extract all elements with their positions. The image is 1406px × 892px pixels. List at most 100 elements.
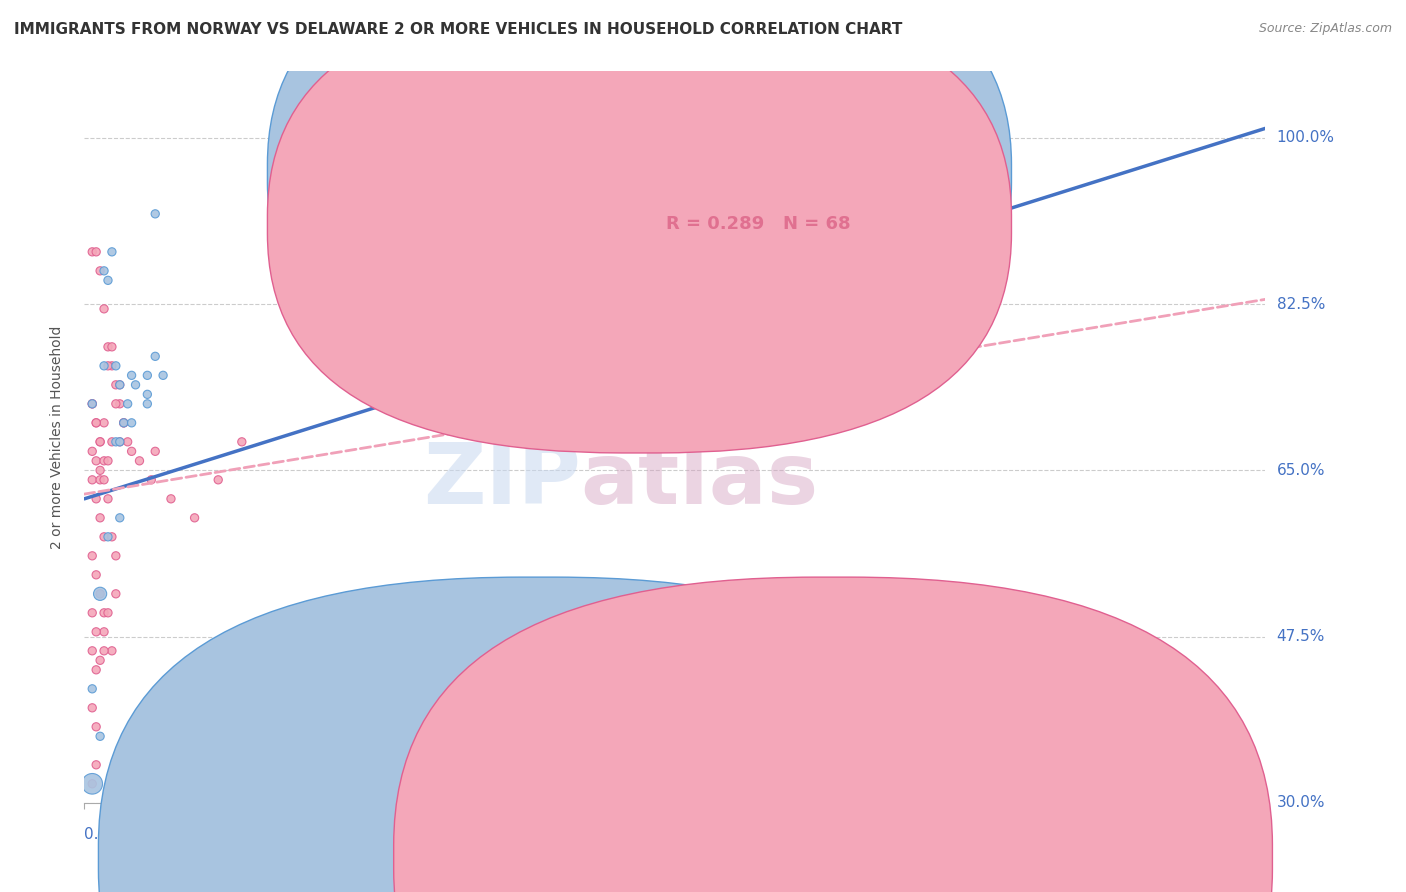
Point (108, 377, 131, 392)
Point (318, 283, 340, 297)
Point (141, 473, 163, 487)
Point (93, 454, 115, 468)
Point (89, 729, 111, 743)
FancyBboxPatch shape (267, 0, 1011, 401)
Point (160, 491, 183, 506)
Text: ZIP: ZIP (423, 440, 581, 523)
Point (101, 434, 124, 449)
Point (89, 473, 111, 487)
Point (93, 301, 115, 316)
Point (121, 368, 143, 383)
Point (388, 377, 411, 392)
Point (84, 491, 107, 506)
Point (89, 434, 111, 449)
Text: Source: ZipAtlas.com: Source: ZipAtlas.com (1258, 22, 1392, 36)
Point (121, 444, 143, 458)
Point (82, 681, 104, 696)
Point (84, 663, 107, 677)
Point (97, 359, 120, 373)
Point (112, 416, 135, 430)
Point (136, 368, 159, 383)
Point (97, 491, 120, 506)
Text: atlas: atlas (581, 440, 818, 523)
Point (117, 397, 139, 411)
Point (128, 454, 150, 468)
Point (93, 530, 115, 544)
Point (93, 473, 115, 487)
Text: 65.0%: 65.0% (1277, 463, 1324, 478)
Point (82, 777, 104, 791)
Point (498, 283, 520, 297)
Point (93, 606, 115, 620)
Point (104, 397, 127, 411)
Point (89, 587, 111, 601)
Point (117, 434, 139, 449)
Point (89, 587, 111, 601)
Point (84, 757, 107, 772)
Point (82, 606, 104, 620)
Point (104, 549, 127, 563)
Point (82, 549, 104, 563)
Point (920, 121, 942, 136)
Text: 0.0%: 0.0% (84, 827, 124, 841)
Point (121, 416, 143, 430)
Point (101, 359, 124, 373)
Point (108, 434, 131, 449)
Point (93, 624, 115, 639)
Point (108, 397, 131, 411)
Text: 100.0%: 100.0% (1277, 130, 1334, 145)
Point (108, 434, 131, 449)
Point (104, 359, 127, 373)
Point (101, 644, 124, 658)
Text: Immigrants from Norway: Immigrants from Norway (560, 850, 733, 864)
Point (97, 273, 120, 287)
Point (93, 416, 115, 430)
Point (82, 473, 104, 487)
Point (89, 463, 111, 477)
Point (136, 387, 159, 401)
Point (82, 397, 104, 411)
Point (93, 264, 115, 278)
Point (97, 340, 120, 354)
Point (143, 207, 166, 221)
Text: 47.5%: 47.5% (1277, 629, 1324, 644)
Point (93, 644, 115, 658)
Point (143, 349, 166, 363)
Text: IMMIGRANTS FROM NORWAY VS DELAWARE 2 OR MORE VEHICLES IN HOUSEHOLD CORRELATION C: IMMIGRANTS FROM NORWAY VS DELAWARE 2 OR … (14, 22, 903, 37)
Point (89, 653, 111, 667)
Point (183, 511, 205, 525)
Point (82, 244, 104, 259)
Point (152, 368, 174, 383)
Point (82, 701, 104, 715)
Point (84, 454, 107, 468)
Point (124, 377, 146, 392)
Point (143, 444, 166, 458)
Text: R = 0.528   N = 28: R = 0.528 N = 28 (666, 164, 851, 182)
Point (93, 359, 115, 373)
Point (207, 473, 229, 487)
FancyBboxPatch shape (267, 0, 1011, 453)
Point (278, 283, 301, 297)
Point (82, 777, 104, 791)
Point (84, 624, 107, 639)
Point (104, 587, 127, 601)
Point (101, 530, 124, 544)
Point (101, 340, 124, 354)
FancyBboxPatch shape (592, 137, 970, 254)
Point (84, 244, 107, 259)
Point (89, 511, 111, 525)
Point (112, 416, 135, 430)
Point (136, 397, 159, 411)
Point (112, 416, 135, 430)
Point (108, 511, 131, 525)
Point (104, 377, 127, 392)
Text: 82.5%: 82.5% (1277, 297, 1324, 311)
Point (84, 416, 107, 430)
Point (84, 416, 107, 430)
Point (97, 454, 120, 468)
Point (231, 434, 253, 449)
Text: R = 0.289   N = 68: R = 0.289 N = 68 (666, 215, 851, 234)
Point (82, 397, 104, 411)
Point (101, 244, 124, 259)
Text: 30.0%: 30.0% (1277, 796, 1324, 810)
